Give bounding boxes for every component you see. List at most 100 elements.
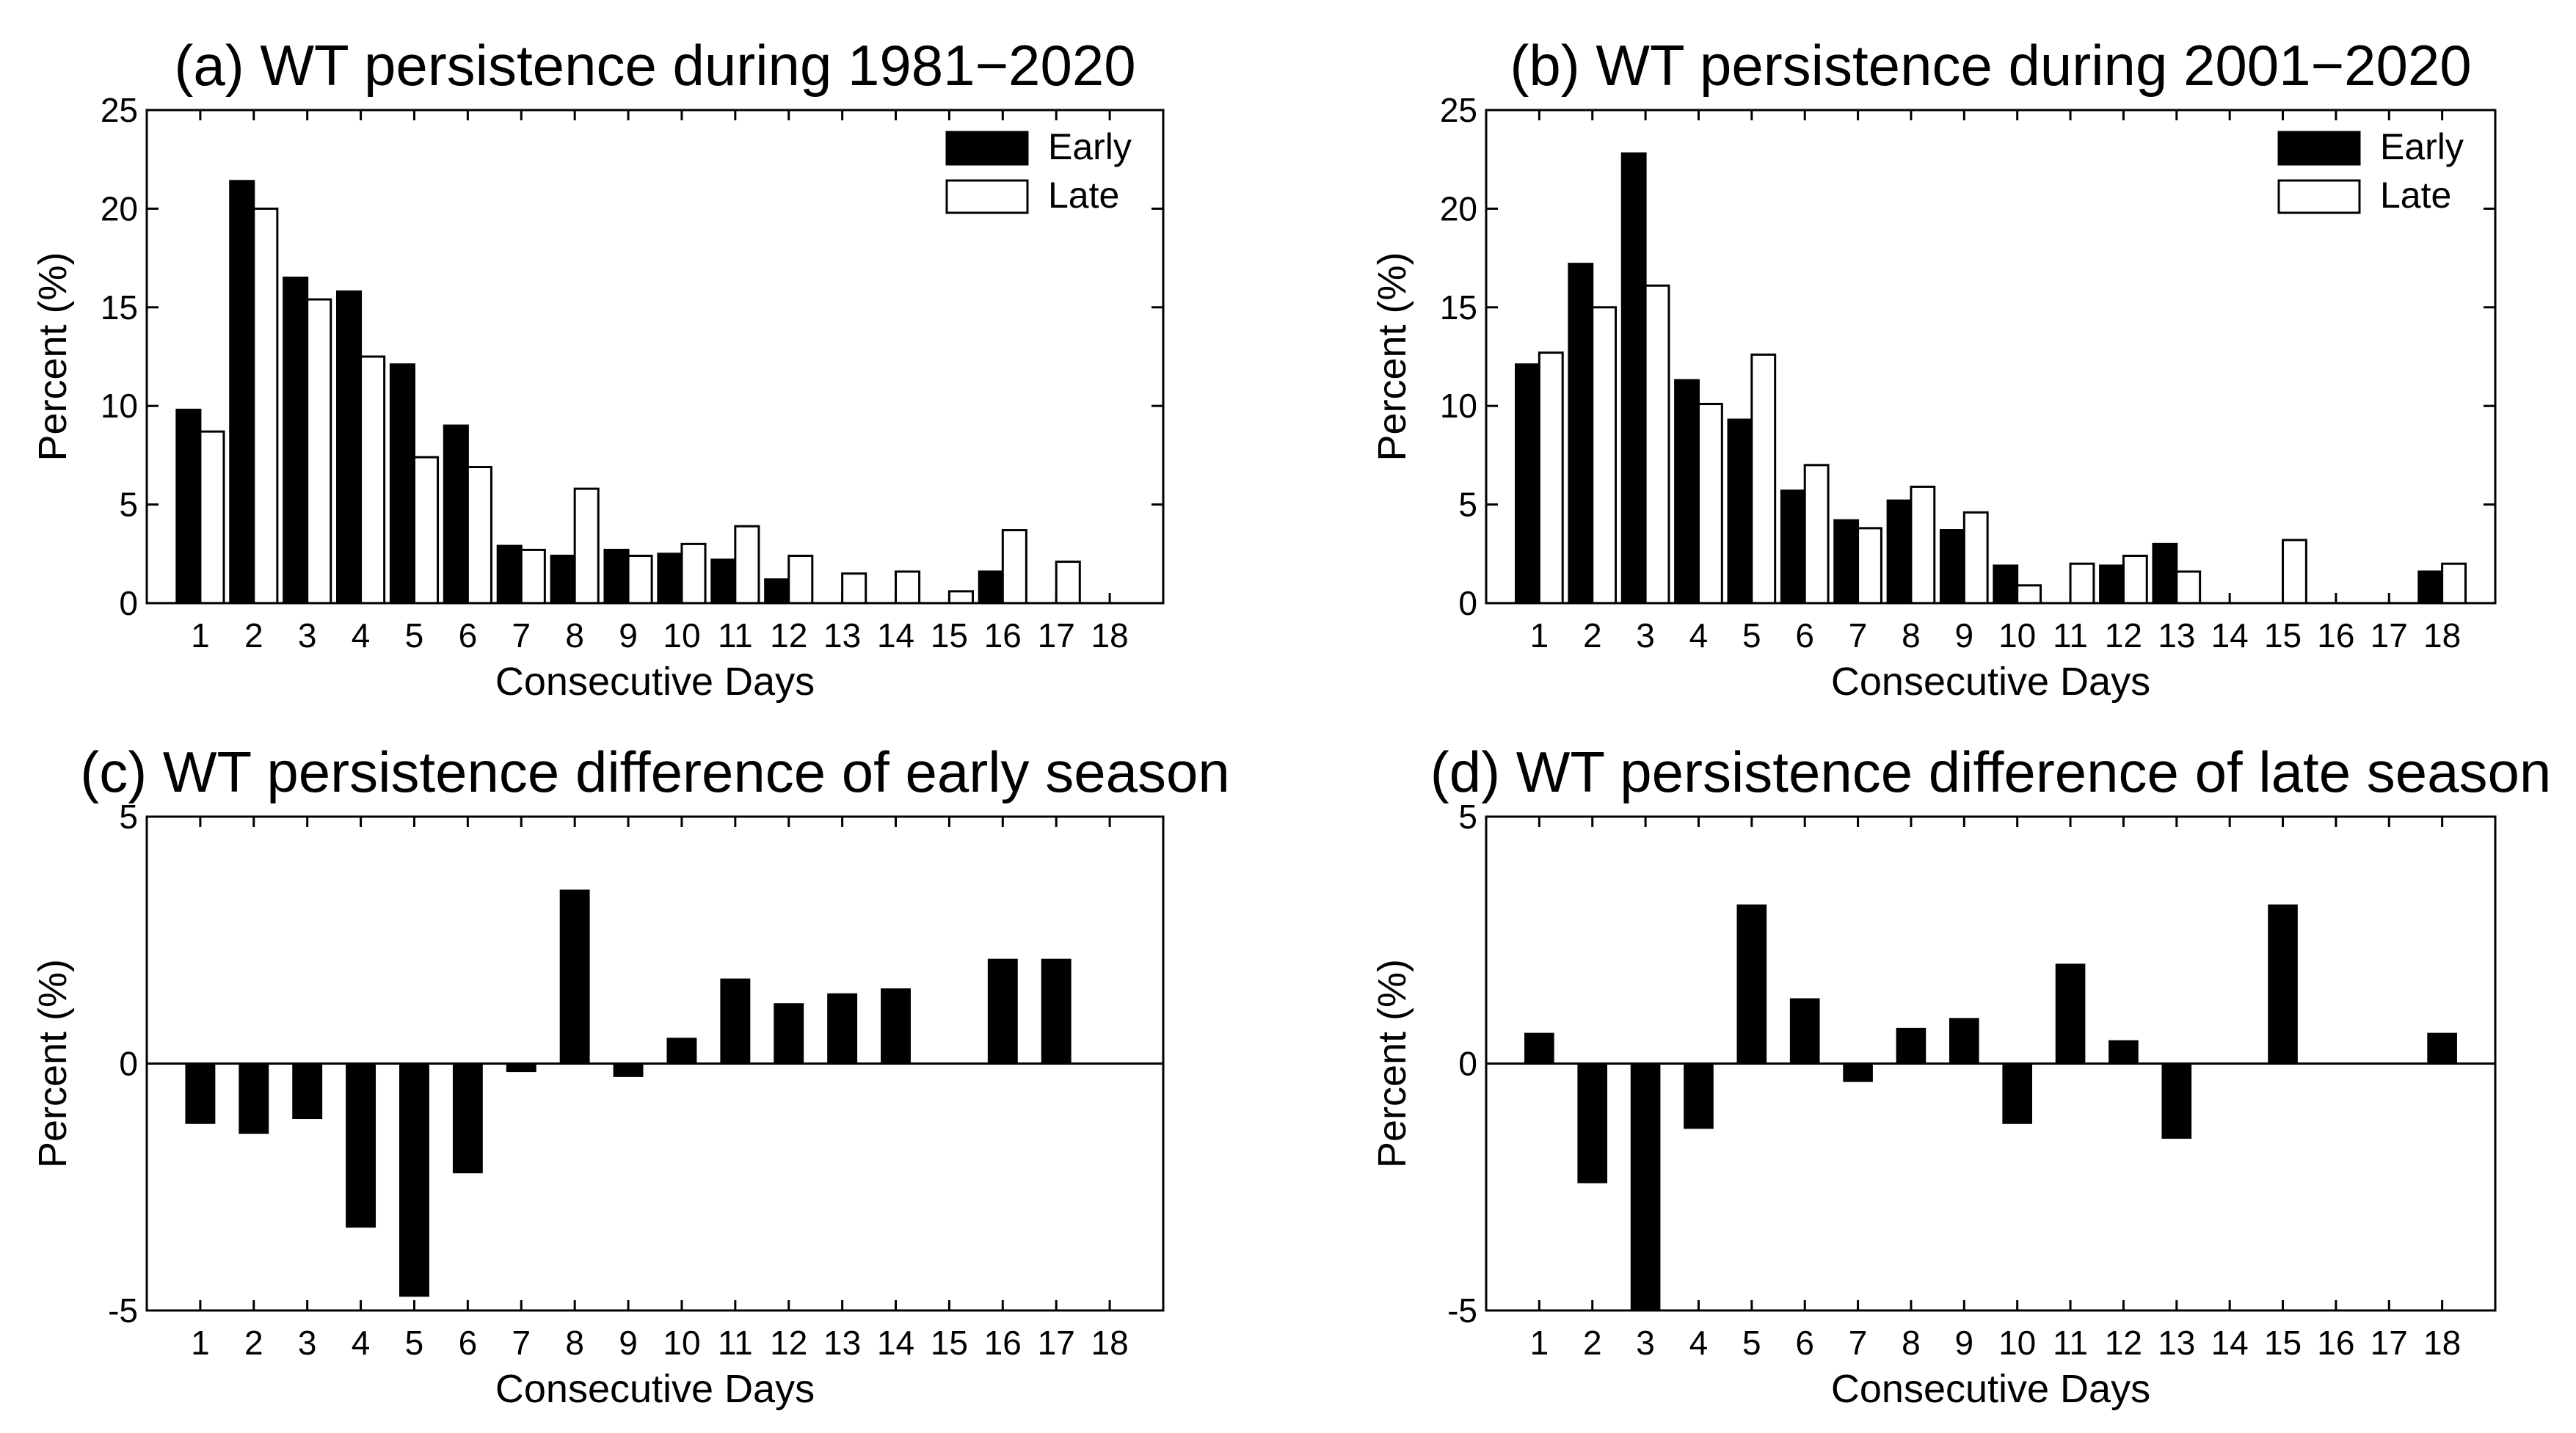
panel-c: (c) WT persistence difference of early s… xyxy=(31,740,1230,1411)
bar-late xyxy=(2016,584,2042,605)
x-tick-label: 18 xyxy=(1091,616,1129,654)
y-tick-label: 0 xyxy=(1458,584,1477,622)
x-tick-label: 15 xyxy=(2264,1324,2302,1362)
bar-early xyxy=(603,548,630,605)
x-tick-label: 17 xyxy=(2371,1324,2408,1362)
bar-late xyxy=(1001,529,1027,605)
bar-late xyxy=(734,525,760,605)
x-axis-label: Consecutive Days xyxy=(495,1367,815,1411)
y-tick-label: 0 xyxy=(119,1045,138,1083)
x-tick-label: 6 xyxy=(1795,616,1814,654)
y-tick-label: 5 xyxy=(119,798,138,836)
x-tick-label: 8 xyxy=(565,1324,584,1362)
chart-title: (b) WT persistence during 2001−2020 xyxy=(1510,33,2471,98)
x-tick-label: 5 xyxy=(1742,616,1761,654)
bar-late xyxy=(2282,539,2307,605)
x-tick-label: 7 xyxy=(512,1324,531,1362)
bar-late xyxy=(360,355,386,605)
x-tick-label: 12 xyxy=(770,616,807,654)
x-tick-label: 3 xyxy=(298,1324,317,1362)
x-tick-label: 16 xyxy=(984,1324,1022,1362)
bar-difference xyxy=(720,978,751,1065)
bar-early xyxy=(1515,363,1540,605)
bar-early xyxy=(496,544,523,605)
x-tick-label: 9 xyxy=(619,616,638,654)
x-tick-label: 16 xyxy=(2317,1324,2354,1362)
bar-late xyxy=(841,572,867,605)
y-tick-label: 5 xyxy=(1458,486,1477,524)
bar-early xyxy=(550,554,576,605)
x-tick-label: 18 xyxy=(1091,1324,1129,1362)
bar-difference xyxy=(506,1062,536,1073)
bar-difference xyxy=(1630,1062,1661,1312)
x-tick-label: 3 xyxy=(1636,1324,1655,1362)
legend-swatch-early xyxy=(2277,131,2361,166)
bar-early xyxy=(1568,263,1594,605)
bar-late xyxy=(1644,284,1670,605)
y-tick-label: 0 xyxy=(119,584,138,622)
x-tick-label: 18 xyxy=(2423,1324,2461,1362)
bar-late xyxy=(252,207,279,605)
bar-late xyxy=(1591,306,1618,605)
y-tick-label: 20 xyxy=(1440,189,1477,227)
bar-late xyxy=(627,554,653,605)
y-tick-label: -5 xyxy=(108,1291,138,1330)
y-axis-label: Percent (%) xyxy=(31,959,75,1168)
x-axis-label: Consecutive Days xyxy=(495,660,815,704)
x-tick-label: 6 xyxy=(459,1324,478,1362)
bar-late xyxy=(787,554,814,605)
x-tick-label: 8 xyxy=(565,616,584,654)
bar-early xyxy=(2099,564,2125,605)
bar-difference xyxy=(1896,1027,1926,1065)
axes-frame xyxy=(1485,109,2497,605)
bar-late xyxy=(520,548,546,605)
bar-early xyxy=(1620,152,1647,605)
x-tick-label: 17 xyxy=(1038,616,1075,654)
y-tick-label: 20 xyxy=(101,189,138,227)
x-tick-label: 12 xyxy=(2105,616,2142,654)
bar-difference xyxy=(2055,963,2086,1065)
bar-early xyxy=(229,180,255,605)
bar-late xyxy=(1538,351,1564,605)
legend-label-early: Early xyxy=(1048,126,1132,167)
y-tick-label: 15 xyxy=(101,288,138,327)
bar-difference xyxy=(2002,1062,2032,1124)
legend: Early Late xyxy=(2277,126,2464,216)
x-tick-label: 10 xyxy=(1998,616,2036,654)
x-tick-label: 3 xyxy=(1636,616,1655,654)
legend: Early Late xyxy=(945,126,1132,216)
x-tick-label: 12 xyxy=(770,1324,807,1362)
y-axis-label: Percent (%) xyxy=(31,252,75,461)
bar-early xyxy=(283,276,309,605)
y-tick-label: 25 xyxy=(101,91,138,129)
legend-swatch-early xyxy=(945,131,1029,166)
x-tick-label: 2 xyxy=(244,616,263,654)
x-tick-label: 10 xyxy=(1998,1324,2036,1362)
bar-difference xyxy=(1789,998,1820,1065)
bar-difference xyxy=(1577,1062,1608,1184)
bar-early xyxy=(1727,418,1753,605)
y-tick-label: 15 xyxy=(1440,288,1477,327)
y-axis-label: Percent (%) xyxy=(1370,959,1414,1168)
x-tick-label: 2 xyxy=(244,1324,263,1362)
x-tick-label: 13 xyxy=(2158,616,2195,654)
bar-difference xyxy=(613,1062,644,1077)
y-tick-label: 10 xyxy=(1440,387,1477,425)
x-tick-label: 2 xyxy=(1583,616,1602,654)
x-tick-label: 8 xyxy=(1902,1324,1921,1362)
y-tick-label: 10 xyxy=(101,387,138,425)
bar-late xyxy=(947,590,974,605)
x-tick-label: 9 xyxy=(1955,1324,1974,1362)
y-tick-label: 5 xyxy=(1458,798,1477,836)
bar-late xyxy=(2069,562,2095,605)
x-tick-label: 14 xyxy=(2211,616,2249,654)
bar-late xyxy=(1803,464,1830,605)
y-axis-label: Percent (%) xyxy=(1370,252,1414,461)
y-tick-label: 25 xyxy=(1440,91,1477,129)
y-tick-label: -5 xyxy=(1447,1291,1477,1330)
bar-difference xyxy=(774,1003,804,1065)
bar-early xyxy=(1833,519,1860,605)
panel-b: (b) WT persistence during 2001−2020 0 5 10 1… xyxy=(1370,33,2497,704)
bar-early xyxy=(710,558,737,605)
